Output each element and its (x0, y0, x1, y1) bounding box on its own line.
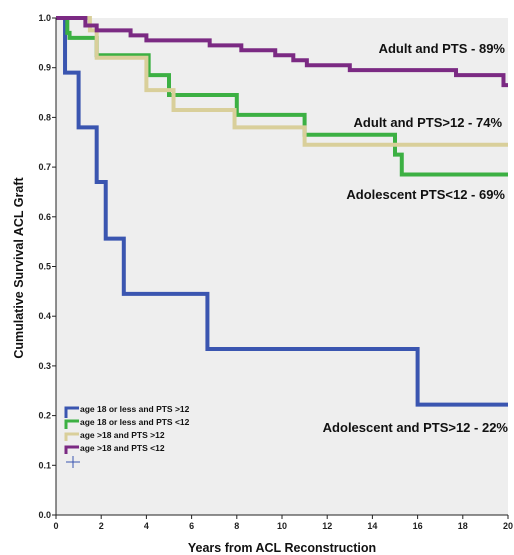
legend-label-2: age 18 or less and PTS <12 (80, 417, 190, 427)
y-tick-label: 0.6 (38, 212, 51, 222)
x-tick-label: 20 (503, 521, 513, 531)
annotation-adult-pts: Adult and PTS - 89% (379, 41, 506, 56)
y-tick-label: 0.1 (38, 460, 51, 470)
legend-item-4: age >18 and PTS <12 (66, 443, 165, 454)
y-axis-title: Cumulative Survival ACL Graft (12, 177, 26, 359)
y-tick-label: 1.0 (38, 13, 51, 23)
x-tick-label: 14 (367, 521, 377, 531)
x-tick-label: 6 (189, 521, 194, 531)
y-tick-label: 0.3 (38, 361, 51, 371)
legend-label-1: age 18 or less and PTS >12 (80, 404, 190, 414)
y-axis-ticks: 0.0 0.1 0.2 0.3 0.4 0.5 0.6 0.7 0.8 0.9 1.0 (38, 13, 56, 520)
x-tick-label: 12 (322, 521, 332, 531)
x-tick-label: 0 (53, 521, 58, 531)
x-tick-label: 18 (458, 521, 468, 531)
x-tick-label: 2 (99, 521, 104, 531)
x-axis-ticks: 0 2 4 6 8 10 12 14 16 18 20 (53, 515, 513, 531)
annotation-adolescent-pts-lt12: Adolescent PTS<12 - 69% (346, 187, 505, 202)
x-tick-label: 4 (144, 521, 149, 531)
y-tick-label: 0.8 (38, 112, 51, 122)
x-tick-label: 16 (413, 521, 423, 531)
legend-label-3: age >18 and PTS >12 (80, 430, 165, 440)
legend-item-3: age >18 and PTS >12 (66, 430, 165, 441)
x-tick-label: 8 (234, 521, 239, 531)
annotation-adolescent-pts-gt12: Adolescent and PTS>12 - 22% (323, 420, 509, 435)
legend-label-4: age >18 and PTS <12 (80, 443, 165, 453)
x-tick-label: 10 (277, 521, 287, 531)
y-tick-label: 0.0 (38, 510, 51, 520)
y-tick-label: 0.9 (38, 63, 51, 73)
y-tick-label: 0.2 (38, 411, 51, 421)
y-tick-label: 0.4 (38, 311, 51, 321)
y-tick-label: 0.5 (38, 262, 51, 272)
annotation-adult-pts-gt12: Adult and PTS>12 - 74% (354, 115, 503, 130)
x-axis-title: Years from ACL Reconstruction (188, 541, 376, 555)
y-tick-label: 0.7 (38, 162, 51, 172)
